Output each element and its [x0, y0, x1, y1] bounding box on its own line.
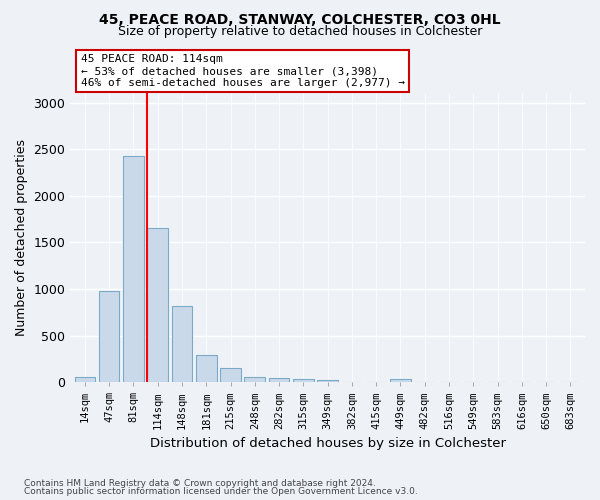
Bar	[390, 380, 411, 382]
Bar	[317, 380, 338, 382]
Bar	[148, 228, 168, 382]
Text: 45 PEACE ROAD: 114sqm
← 53% of detached houses are smaller (3,398)
46% of semi-d: 45 PEACE ROAD: 114sqm ← 53% of detached …	[80, 54, 404, 88]
Y-axis label: Number of detached properties: Number of detached properties	[15, 140, 28, 336]
X-axis label: Distribution of detached houses by size in Colchester: Distribution of detached houses by size …	[149, 437, 506, 450]
Bar	[244, 377, 265, 382]
Bar	[74, 377, 95, 382]
Bar	[293, 380, 314, 382]
Bar	[196, 355, 217, 382]
Bar	[172, 306, 192, 382]
Text: Contains HM Land Registry data © Crown copyright and database right 2024.: Contains HM Land Registry data © Crown c…	[24, 478, 376, 488]
Text: Contains public sector information licensed under the Open Government Licence v3: Contains public sector information licen…	[24, 487, 418, 496]
Text: 45, PEACE ROAD, STANWAY, COLCHESTER, CO3 0HL: 45, PEACE ROAD, STANWAY, COLCHESTER, CO3…	[99, 12, 501, 26]
Bar	[220, 368, 241, 382]
Bar	[123, 156, 144, 382]
Bar	[99, 291, 119, 382]
Bar	[269, 378, 289, 382]
Text: Size of property relative to detached houses in Colchester: Size of property relative to detached ho…	[118, 25, 482, 38]
